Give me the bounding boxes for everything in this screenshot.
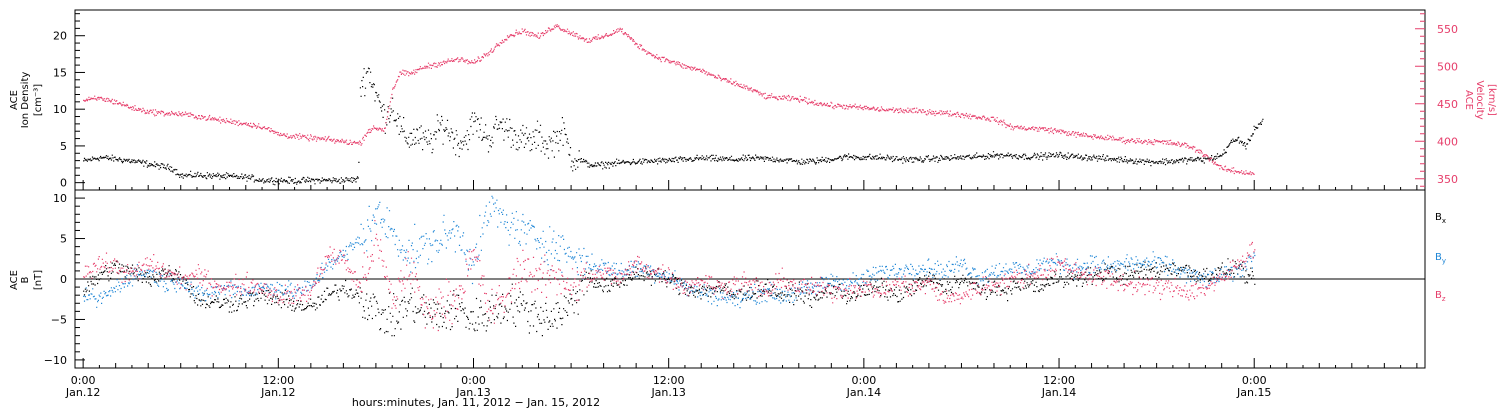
velocity-ylabel-line1: ACE — [1463, 90, 1474, 110]
density-points — [83, 67, 1264, 186]
density-series — [83, 67, 1264, 186]
density-ylabel-line1: ACE — [9, 90, 20, 110]
x-tick-date-label: Jan.13 — [650, 386, 685, 399]
legend-by: By — [1435, 252, 1446, 265]
x-tick-date-label: Jan.12 — [260, 386, 295, 399]
density-axis-ticks: 0 5 10 15 20 — [53, 13, 85, 190]
velocity-tick-label: 400 — [1437, 135, 1458, 148]
x-tick-time-label: 12:00 — [1043, 374, 1075, 387]
x-tick-date-label: Jan.12 — [65, 386, 100, 399]
top-panel-data — [83, 24, 1264, 186]
by-series — [83, 195, 1256, 309]
x-tick-date-label: Jan.14 — [846, 386, 881, 399]
x-tick-time-label: 0:00 — [71, 374, 96, 387]
density-tick-label: 20 — [53, 30, 67, 43]
magnetic-field-panel: −10 −5 0 5 10 ACE B [nT] Bx By Bz — [9, 189, 1446, 369]
density-tick-label: 10 — [53, 103, 67, 116]
x-tick-time-label: 0:00 — [1242, 374, 1267, 387]
b-ylabel-line3: [nT] — [33, 270, 44, 290]
x-axis-title: hours:minutes, Jan. 11, 2012 − Jan. 15, … — [352, 396, 600, 409]
b-legend: Bx By Bz — [1435, 212, 1446, 303]
velocity-axis-ticks: 350 400 450 500 550 — [1415, 13, 1458, 187]
velocity-ylabel-line3: [km/s] — [1486, 84, 1497, 116]
b-tick-label: 0 — [60, 273, 67, 286]
x-tick-time-label: 0:00 — [461, 374, 486, 387]
density-tick-label: 15 — [53, 66, 67, 79]
legend-bx: Bx — [1435, 212, 1446, 225]
velocity-tick-label: 500 — [1437, 60, 1458, 73]
x-tick-date-label: Jan.15 — [1236, 386, 1271, 399]
x-tick-time-label: 0:00 — [852, 374, 877, 387]
b-ylabel-line1: ACE — [9, 270, 20, 290]
bottom-panel-x-ticks — [82, 358, 1418, 368]
velocity-tick-label: 450 — [1437, 98, 1458, 111]
x-tick-date-label: Jan.14 — [1041, 386, 1076, 399]
x-tick-date-label: Jan.13 — [455, 386, 490, 399]
velocity-series — [83, 24, 1255, 176]
velocity-tick-label: 550 — [1437, 23, 1458, 36]
bx-series — [83, 258, 1256, 337]
density-ylabel-line3: [cm⁻³] — [33, 84, 44, 116]
density-velocity-panel: 0 5 10 15 20 350 400 450 500 550 ACE Ion Density… — [9, 9, 1497, 191]
top-panel-frame — [74, 9, 1426, 191]
x-axis-labels: 0:00Jan.1212:00Jan.120:00Jan.1312:00Jan.… — [65, 374, 1272, 399]
legend-bz: Bz — [1435, 290, 1446, 303]
velocity-ylabel-line2: Velocity — [1474, 80, 1485, 119]
density-tick-label: 0 — [60, 177, 67, 190]
density-tick-label: 5 — [60, 140, 67, 153]
b-ylabel-line2: B — [20, 276, 31, 283]
b-tick-label: 5 — [60, 233, 67, 246]
x-tick-time-label: 12:00 — [653, 374, 685, 387]
b-tick-label: −5 — [51, 313, 67, 326]
b-axis-ticks: −10 −5 0 5 10 — [44, 192, 85, 367]
x-tick-time-label: 12:00 — [262, 374, 294, 387]
b-tick-label: −10 — [44, 354, 67, 367]
b-tick-label: 10 — [53, 192, 67, 205]
density-ylabel-line2: Ion Density — [20, 72, 31, 129]
velocity-tick-label: 350 — [1437, 173, 1458, 186]
bottom-panel-data — [83, 195, 1256, 337]
velocity-points — [83, 24, 1255, 176]
